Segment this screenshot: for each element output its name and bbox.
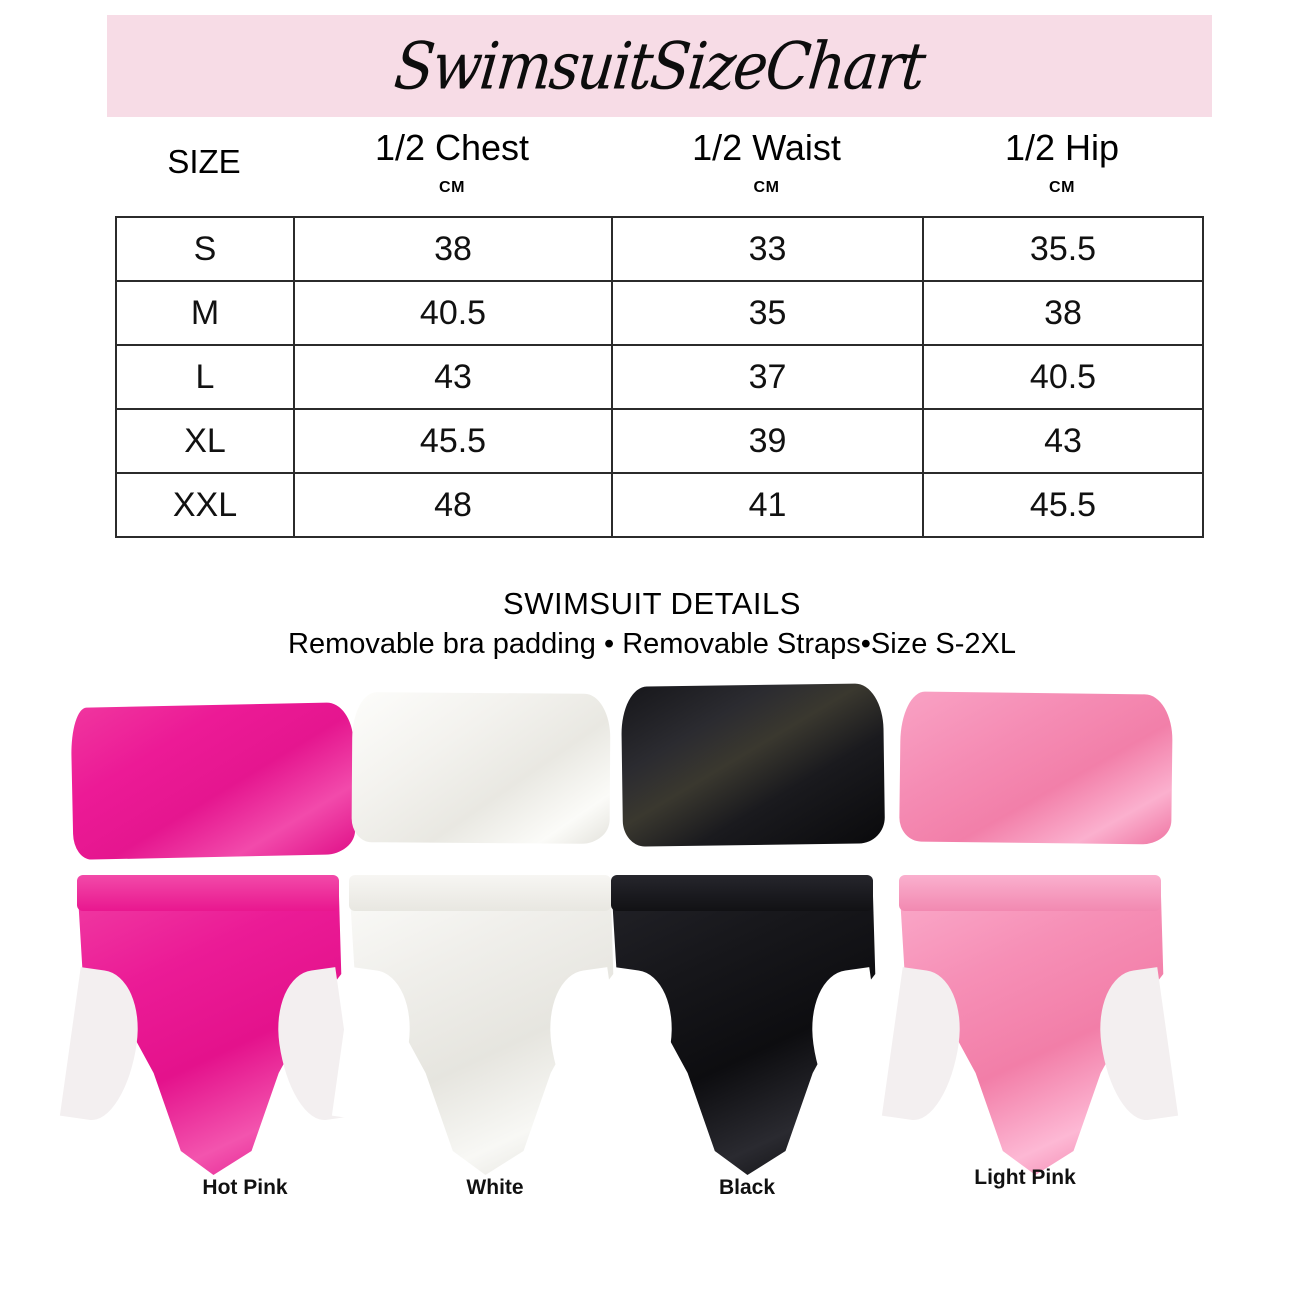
cell-chest: 48 <box>293 472 613 538</box>
cell-waist: 41 <box>611 472 924 538</box>
size-chart-table: S 38 33 35.5 M 40.5 35 38 L 43 37 40.5 X… <box>115 216 1204 538</box>
details-line: Removable bra padding • Removable Straps… <box>288 628 1016 660</box>
cell-size: M <box>115 280 295 346</box>
column-header-chest: 1/2 Chest CM <box>293 126 611 211</box>
waistband <box>611 875 873 911</box>
cell-hip: 45.5 <box>922 472 1204 538</box>
cell-hip: 38 <box>922 280 1204 346</box>
product-gallery <box>0 675 1304 1215</box>
cell-chest: 40.5 <box>293 280 613 346</box>
column-header-waist: 1/2 Waist CM <box>611 126 922 211</box>
table-header: SIZE 1/2 Chest CM 1/2 Waist CM 1/2 Hip C… <box>115 126 1202 211</box>
bandeau-top-black <box>620 683 886 847</box>
table-row: XL 45.5 39 43 <box>115 408 1204 474</box>
product-white <box>330 675 629 1215</box>
title-banner: SwimsuitSizeChart <box>107 15 1212 117</box>
column-header-waist-unit: CM <box>753 179 780 196</box>
cell-chest: 45.5 <box>293 408 613 474</box>
bandeau-top-hot-pink <box>70 702 356 860</box>
cell-chest: 43 <box>293 344 613 410</box>
waistband <box>349 875 611 911</box>
table-row: XXL 48 41 45.5 <box>115 472 1204 538</box>
bikini-bottom-light-pink <box>881 875 1179 1175</box>
cell-waist: 33 <box>611 216 924 282</box>
column-header-hip: 1/2 Hip CM <box>922 126 1202 211</box>
bikini-bottom-white <box>331 875 629 1175</box>
column-header-hip-unit: CM <box>1049 179 1075 196</box>
color-label-hot-pink: Hot Pink <box>202 1176 288 1199</box>
page-title: SwimsuitSizeChart <box>391 27 928 105</box>
cell-size: L <box>115 344 295 410</box>
column-header-size-label: SIZE <box>167 143 241 180</box>
cell-waist: 35 <box>611 280 924 346</box>
cell-waist: 37 <box>611 344 924 410</box>
table-row: L 43 37 40.5 <box>115 344 1204 410</box>
cell-hip: 40.5 <box>922 344 1204 410</box>
cell-hip: 35.5 <box>922 216 1204 282</box>
color-label-black: Black <box>718 1176 776 1199</box>
column-header-chest-unit: CM <box>439 179 465 196</box>
waistband <box>899 875 1161 911</box>
swimsuit-details: SWIMSUIT DETAILS Removable bra padding •… <box>0 585 1304 663</box>
cell-hip: 43 <box>922 408 1204 474</box>
cell-size: S <box>115 216 295 282</box>
cell-chest: 38 <box>293 216 613 282</box>
color-label-light-pink: Light Pink <box>974 1166 1076 1189</box>
column-header-chest-label: 1/2 Chest <box>374 127 530 168</box>
bikini-bottom-black <box>593 875 891 1175</box>
cell-size: XL <box>115 408 295 474</box>
product-light-pink <box>880 675 1179 1215</box>
column-header-hip-label: 1/2 Hip <box>1004 127 1120 168</box>
cell-waist: 39 <box>611 408 924 474</box>
product-hot-pink <box>58 675 357 1215</box>
table-row: M 40.5 35 38 <box>115 280 1204 346</box>
bandeau-top-white <box>351 692 611 844</box>
details-title: SWIMSUIT DETAILS <box>503 586 801 621</box>
waistband <box>77 875 339 911</box>
column-header-waist-label: 1/2 Waist <box>692 127 841 168</box>
bikini-bottom-hot-pink <box>59 875 357 1175</box>
table-row: S 38 33 35.5 <box>115 216 1204 282</box>
product-black <box>592 675 891 1215</box>
color-label-white: White <box>466 1176 524 1199</box>
bandeau-top-light-pink <box>899 691 1173 845</box>
column-header-size: SIZE <box>115 126 293 211</box>
cell-size: XXL <box>115 472 295 538</box>
